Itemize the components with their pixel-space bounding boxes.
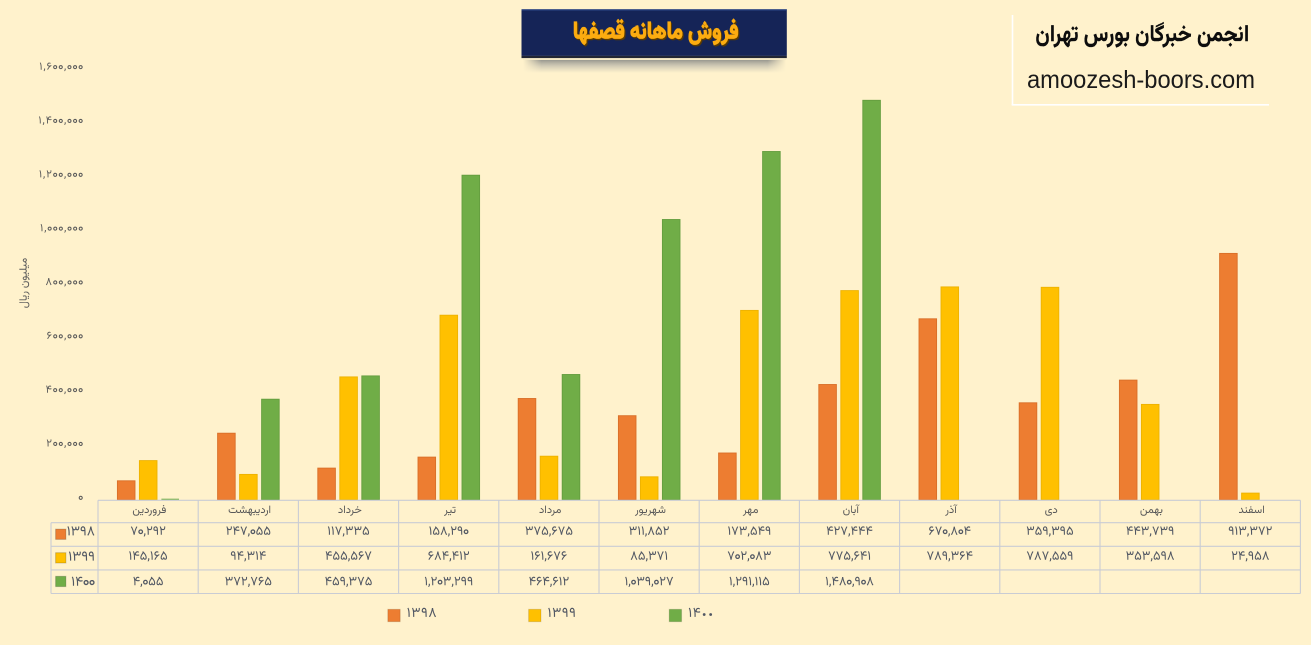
svg-text:amoozesh-boors.com: amoozesh-boors.com xyxy=(1027,66,1255,94)
